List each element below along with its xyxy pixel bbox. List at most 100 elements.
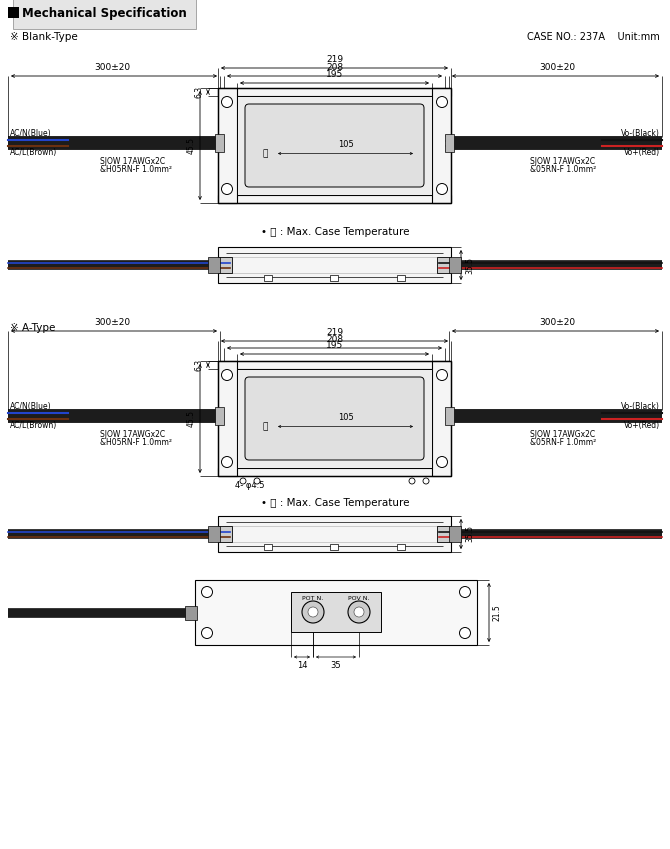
Text: AC/L(Brown): AC/L(Brown)	[10, 420, 57, 430]
Text: &H05RN-F 1.0mm²: &H05RN-F 1.0mm²	[100, 165, 172, 173]
Text: &05RN-F 1.0mm²: &05RN-F 1.0mm²	[530, 437, 596, 447]
Bar	[218, 88, 237, 203]
Bar	[432, 361, 451, 476]
Bar	[218, 361, 237, 476]
Bar	[218, 361, 451, 476]
Bar	[449, 526, 461, 542]
Bar	[208, 526, 220, 542]
Text: 4- φ4.5: 4- φ4.5	[235, 481, 265, 490]
Circle shape	[202, 627, 212, 638]
Circle shape	[409, 478, 415, 484]
Circle shape	[222, 97, 232, 108]
Bar	[237, 369, 432, 468]
Bar	[208, 257, 220, 273]
Circle shape	[436, 369, 448, 380]
Circle shape	[254, 478, 260, 484]
Bar	[218, 88, 451, 96]
Text: 300±20: 300±20	[539, 63, 576, 72]
Bar	[291, 592, 381, 632]
Circle shape	[222, 183, 232, 194]
Bar	[330, 544, 338, 550]
Text: Vo+(Red): Vo+(Red)	[624, 148, 660, 156]
Text: POT N.: POT N.	[302, 597, 324, 601]
Bar	[237, 96, 432, 195]
Bar	[437, 526, 451, 542]
Text: 300±20: 300±20	[539, 318, 576, 327]
Circle shape	[202, 587, 212, 598]
Text: Vo-(Black): Vo-(Black)	[621, 402, 660, 411]
Circle shape	[354, 607, 364, 617]
Bar	[218, 516, 451, 552]
Bar	[330, 275, 338, 281]
Bar	[215, 407, 224, 424]
Bar	[185, 605, 197, 620]
Text: SJOW 17AWGx2C: SJOW 17AWGx2C	[530, 430, 595, 438]
Text: 195: 195	[326, 341, 343, 350]
Text: &H05RN-F 1.0mm²: &H05RN-F 1.0mm²	[100, 437, 172, 447]
Text: 105: 105	[338, 413, 353, 421]
Bar	[218, 468, 451, 476]
FancyBboxPatch shape	[245, 377, 424, 460]
Bar	[8, 7, 19, 18]
Text: SJOW 17AWGx2C: SJOW 17AWGx2C	[530, 156, 595, 166]
Text: 219: 219	[326, 328, 343, 337]
FancyBboxPatch shape	[245, 104, 424, 187]
Bar	[397, 544, 405, 550]
Text: SJOW 17AWGx2C: SJOW 17AWGx2C	[100, 156, 165, 166]
Text: 195: 195	[326, 70, 343, 79]
Text: &05RN-F 1.0mm²: &05RN-F 1.0mm²	[530, 165, 596, 173]
Text: 300±20: 300±20	[94, 63, 130, 72]
Circle shape	[348, 601, 370, 623]
Bar	[397, 275, 405, 281]
Circle shape	[222, 369, 232, 380]
Text: 6.3: 6.3	[195, 86, 204, 98]
Text: Vo+(Red): Vo+(Red)	[624, 420, 660, 430]
Circle shape	[240, 478, 246, 484]
Text: 300±20: 300±20	[94, 318, 130, 327]
Text: POV N.: POV N.	[348, 597, 370, 601]
Circle shape	[436, 183, 448, 194]
Bar	[432, 88, 451, 203]
Text: 35: 35	[331, 661, 341, 670]
Bar	[445, 133, 454, 151]
Text: 208: 208	[326, 335, 343, 344]
Circle shape	[423, 478, 429, 484]
Bar	[449, 257, 461, 273]
Bar	[264, 544, 272, 550]
Text: 208: 208	[326, 63, 343, 72]
Text: AC/N(Blue): AC/N(Blue)	[10, 402, 52, 411]
Text: 6.3: 6.3	[195, 359, 204, 371]
Text: Ⓣ: Ⓣ	[263, 422, 268, 431]
Circle shape	[436, 457, 448, 468]
Bar	[215, 133, 224, 151]
Text: 21.5: 21.5	[493, 604, 502, 621]
Text: SJOW 17AWGx2C: SJOW 17AWGx2C	[100, 430, 165, 438]
Text: ※ A-Type: ※ A-Type	[10, 323, 56, 333]
Bar	[218, 247, 451, 283]
Text: • Ⓣ : Max. Case Temperature: • Ⓣ : Max. Case Temperature	[261, 498, 409, 508]
Text: 45.5: 45.5	[187, 137, 196, 154]
Bar	[264, 275, 272, 281]
Circle shape	[460, 627, 470, 638]
Text: 105: 105	[338, 139, 353, 149]
Text: 35.5: 35.5	[465, 526, 474, 543]
Text: CASE NO.: 237A    Unit:mm: CASE NO.: 237A Unit:mm	[527, 32, 660, 42]
Text: AC/N(Blue): AC/N(Blue)	[10, 128, 52, 138]
Bar	[218, 195, 451, 203]
Text: • Ⓣ : Max. Case Temperature: • Ⓣ : Max. Case Temperature	[261, 227, 409, 237]
Text: Ⓣ: Ⓣ	[263, 149, 268, 158]
Circle shape	[436, 97, 448, 108]
Bar	[218, 257, 232, 273]
Text: ※ Blank-Type: ※ Blank-Type	[10, 32, 78, 42]
Bar	[445, 407, 454, 424]
Text: AC/L(Brown): AC/L(Brown)	[10, 148, 57, 156]
Text: 35.5: 35.5	[465, 256, 474, 273]
Bar	[218, 361, 451, 369]
Circle shape	[460, 587, 470, 598]
Text: 45.5: 45.5	[187, 410, 196, 427]
Text: Vo-(Black): Vo-(Black)	[621, 128, 660, 138]
Text: 14: 14	[297, 661, 308, 670]
Circle shape	[222, 457, 232, 468]
Circle shape	[308, 607, 318, 617]
Bar	[437, 257, 451, 273]
